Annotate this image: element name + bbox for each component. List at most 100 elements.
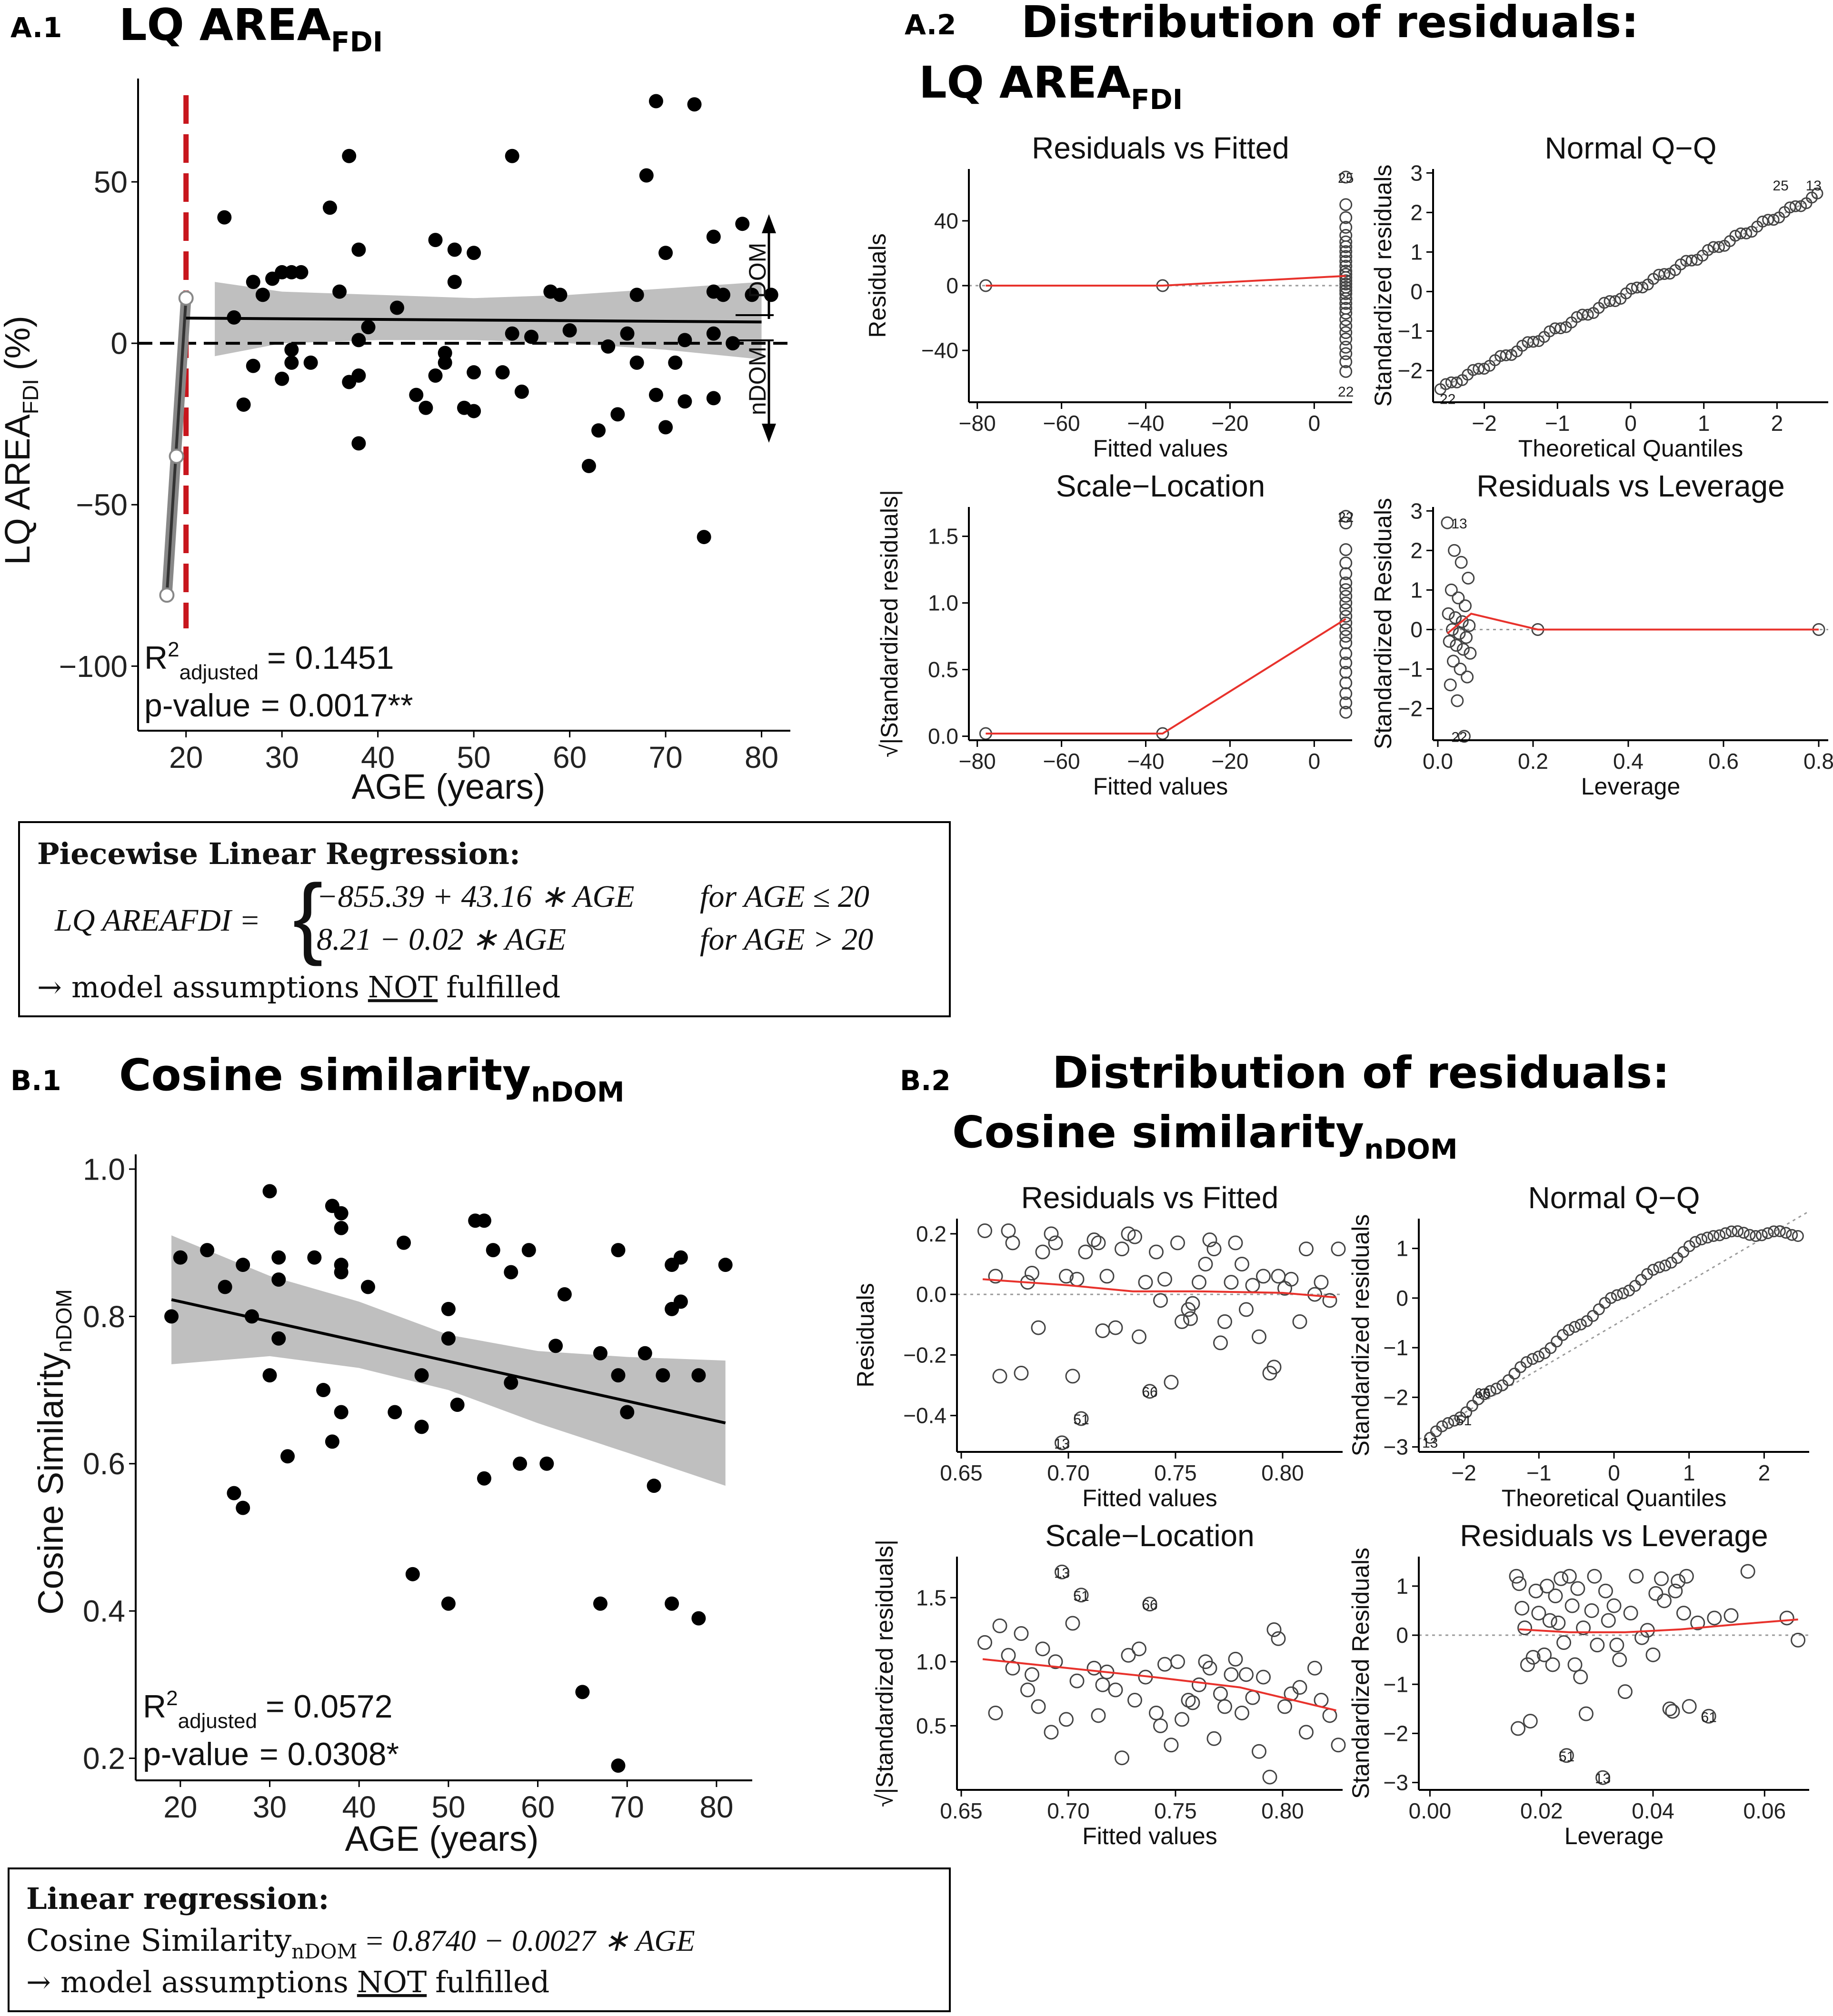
point xyxy=(687,97,702,112)
point xyxy=(1457,730,1471,743)
point xyxy=(1676,1606,1691,1621)
y-tick-label: 0 xyxy=(1410,279,1423,304)
point xyxy=(1055,1564,1069,1579)
point xyxy=(1455,615,1469,628)
point xyxy=(1331,1241,1346,1257)
loess-line xyxy=(1446,613,1819,635)
point xyxy=(1339,510,1353,523)
qq-point xyxy=(1563,1324,1575,1336)
point xyxy=(1779,1610,1794,1626)
point xyxy=(1213,1686,1228,1701)
x-tick-label: −20 xyxy=(1211,411,1248,436)
x-tick-label: 50 xyxy=(457,740,491,775)
point xyxy=(629,355,644,370)
y-tick-label: 0 xyxy=(110,327,128,361)
point xyxy=(1339,616,1353,630)
point xyxy=(1609,1638,1624,1653)
point xyxy=(334,1405,349,1420)
chart-ylabel: Standardized Residuals xyxy=(1370,498,1396,749)
x-tick-label: −1 xyxy=(1526,1460,1551,1485)
point xyxy=(1590,1638,1605,1653)
formula-box-a: Piecewise Linear Regression: LQ AREAFDI … xyxy=(18,821,951,1017)
point xyxy=(1454,556,1468,569)
qq-point xyxy=(1737,1227,1750,1239)
qq-point xyxy=(1448,1414,1460,1427)
point-id-label: 51 xyxy=(1456,1413,1472,1429)
point xyxy=(418,400,433,415)
point xyxy=(284,342,299,357)
point xyxy=(1339,332,1353,346)
point xyxy=(428,368,443,383)
point xyxy=(428,233,443,248)
point xyxy=(1121,1648,1136,1663)
point xyxy=(764,288,778,302)
panel-title-a2-line1: Distribution of residuals: xyxy=(1021,0,1639,48)
qq-point xyxy=(1587,1310,1599,1322)
xlabel-b1: AGE (years) xyxy=(345,1819,538,1858)
point xyxy=(1132,1641,1146,1657)
point xyxy=(438,355,452,370)
point xyxy=(1339,576,1353,590)
formula-b-heading: Linear regression: xyxy=(26,1881,329,1916)
point xyxy=(307,1250,322,1265)
point-id-label: 22 xyxy=(1440,392,1455,407)
chart-xlabel: Theoretical Quantiles xyxy=(1502,1485,1726,1511)
point xyxy=(656,1368,670,1383)
x-tick-label: 0.65 xyxy=(940,1460,983,1485)
x-tick-label: −80 xyxy=(959,411,996,436)
point xyxy=(1656,1593,1672,1609)
point xyxy=(1153,1718,1168,1733)
point xyxy=(504,1375,518,1390)
point xyxy=(1266,1622,1282,1637)
point xyxy=(1517,1620,1533,1636)
chart-title: Residuals vs Fitted xyxy=(1021,1181,1279,1215)
point xyxy=(1095,1323,1110,1338)
chart-xlabel: Leverage xyxy=(1564,1823,1664,1849)
point xyxy=(1192,1677,1206,1692)
point xyxy=(1512,1576,1527,1591)
qq-point xyxy=(1659,1259,1672,1271)
point xyxy=(539,1456,554,1471)
qq-point xyxy=(1605,1292,1617,1304)
qq-point xyxy=(1792,1230,1804,1242)
point xyxy=(218,1280,232,1294)
point xyxy=(1228,1235,1243,1251)
chart-title: Scale−Location xyxy=(1056,469,1265,503)
point xyxy=(1339,665,1353,679)
point xyxy=(227,310,241,325)
chart-ylabel: Standardized residuals xyxy=(1370,165,1396,407)
point xyxy=(1108,1682,1123,1698)
y-tick-label: −1 xyxy=(1384,1335,1408,1360)
loess-line xyxy=(982,1278,1336,1299)
point xyxy=(1339,307,1353,320)
qq-point xyxy=(1685,254,1698,267)
point xyxy=(1115,1750,1129,1766)
point xyxy=(342,149,357,163)
point xyxy=(1005,1235,1020,1251)
qq-point xyxy=(1683,1240,1695,1252)
point xyxy=(575,1685,590,1699)
point xyxy=(1539,1579,1554,1594)
point xyxy=(1157,1271,1172,1287)
chart-title: Normal Q−Q xyxy=(1528,1181,1700,1215)
qq-point xyxy=(1631,281,1643,294)
qq-point xyxy=(1527,336,1539,348)
point xyxy=(450,1398,465,1412)
qq-point xyxy=(1713,241,1725,253)
x-tick-label: 2 xyxy=(1758,1460,1771,1485)
point xyxy=(351,333,366,348)
point-id-label: 51 xyxy=(1073,1412,1089,1428)
point xyxy=(1339,516,1353,530)
y-tick-label: 3 xyxy=(1410,160,1423,185)
r2-b1: R2adjusted = 0.0572 xyxy=(143,1687,393,1733)
point xyxy=(1339,274,1353,288)
pvalue-b1: p-value = 0.0308* xyxy=(143,1736,399,1772)
point xyxy=(1450,639,1463,652)
point xyxy=(271,1250,286,1265)
x-tick-label: 0 xyxy=(1308,749,1321,774)
qq-point xyxy=(1502,1374,1514,1386)
point xyxy=(334,1221,349,1235)
point xyxy=(548,1339,563,1353)
x-tick-label: −80 xyxy=(959,749,996,774)
y-tick-label: −40 xyxy=(921,338,958,363)
